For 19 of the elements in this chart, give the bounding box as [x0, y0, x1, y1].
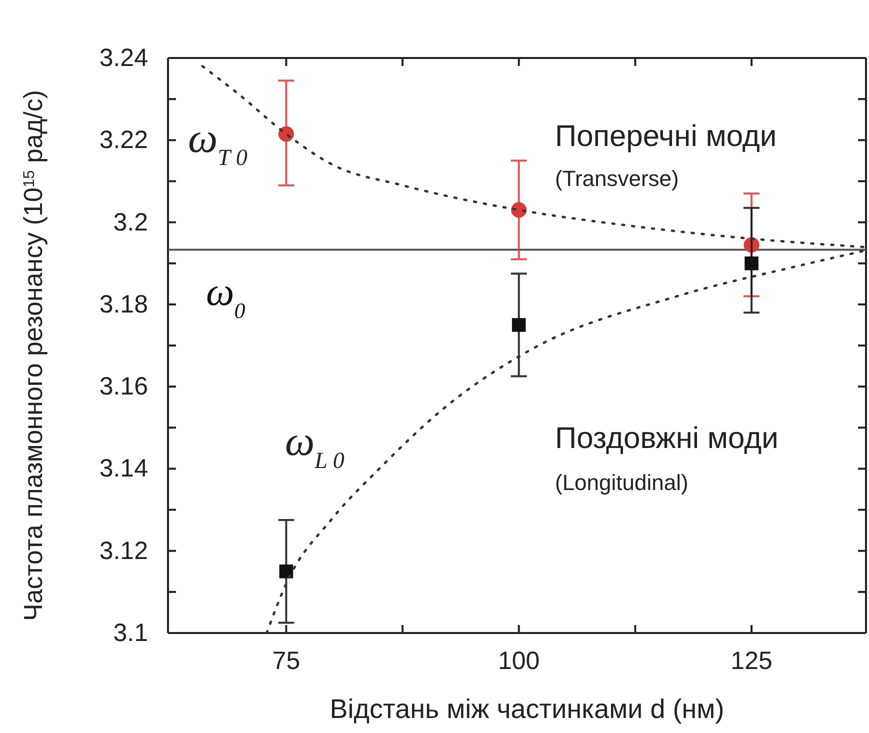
y-tick-label: 3.18: [99, 290, 148, 318]
y-tick-label: 3.24: [99, 44, 148, 72]
annotation: Поперечні моди: [555, 120, 777, 153]
y-tick-label: 3.16: [99, 372, 148, 401]
annotation: Поздовжні моди: [555, 422, 778, 455]
x-tick-label: 75: [272, 646, 300, 675]
y-tick-label: 3.12: [99, 536, 148, 565]
y-tick-label: 3.14: [99, 454, 148, 483]
y-tick-label: 3.2: [113, 208, 148, 236]
annotation: (Transverse): [555, 166, 679, 191]
x-tick-label: 100: [498, 646, 540, 675]
annotation: ω$_{L 0}$: [285, 419, 345, 473]
ref-line-label: ω$_{0}$: [206, 268, 246, 322]
annotation: (Longitudinal): [555, 470, 688, 495]
x-axis-title: Відстань між частинками d (нм): [330, 694, 724, 724]
x-tick-label: 125: [730, 646, 772, 675]
y-tick-label: 3.22: [99, 126, 148, 154]
y-tick-label: 3.1: [113, 619, 148, 647]
annotation: ω$_{T 0}$: [188, 116, 248, 170]
